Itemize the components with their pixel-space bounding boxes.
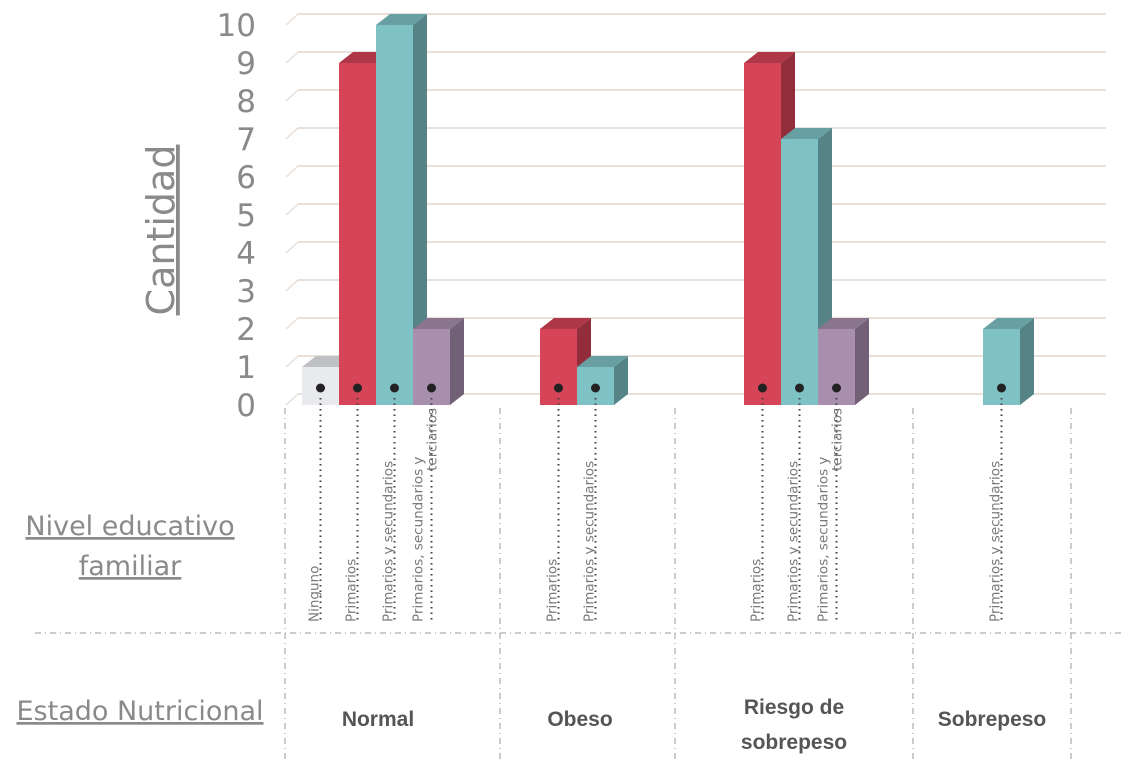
bar-side [413,14,427,405]
y-tick-label: 8 [236,84,256,120]
gridline-diag [285,355,299,368]
category-label: Primarios [344,559,360,622]
bar-top [781,128,832,139]
group-label: Obeso [547,708,612,731]
y-tick-label: 0 [236,388,256,424]
bar [339,63,376,405]
group-label: Normal [342,708,414,731]
bar-side [450,318,464,405]
group-labels: Normal Obeso Riesgo de sobrepeso Sobrepeso [342,696,1046,754]
category-label: Primarios y secundarios [381,461,397,622]
axis-titles: Cantidad Nivel educativo familiar Estado Nu… [16,145,263,727]
bar-marker-dot [997,383,1006,393]
y-tick-label: 3 [236,274,256,310]
bar-top [376,14,427,25]
bar-marker-dot [353,383,362,393]
x-axis-categories: Ninguno Primarios Primarios y secundarios P… [307,398,1004,622]
bar-marker-dot [316,383,325,393]
level1-title: Nivel educativo [25,511,234,542]
bars [302,14,1034,405]
category-label: Primarios [545,559,561,622]
y-tick-label: 5 [236,198,256,234]
y-tick-label: 6 [236,160,256,196]
group-label: Riesgo de [744,696,844,719]
separators [35,408,1123,761]
gridline-diag [285,279,299,292]
bar-marker-dot [390,383,399,393]
y-tick-label: 2 [236,312,256,348]
bar-marker-dot [427,383,436,393]
category-label: Ninguno [307,566,323,622]
bar-marker-dot [758,383,767,393]
gridline-diag [285,89,299,102]
bar-top [540,318,591,329]
category-label: Primarios y secundarios [988,461,1004,622]
bar [781,139,818,405]
bar-top [744,52,795,63]
y-tick-label: 7 [236,122,256,158]
gridline-diag [285,51,299,64]
gridline-diag [285,165,299,178]
gridline-diag [285,203,299,216]
y-tick-label: 10 [217,8,256,44]
bar-side [614,356,628,405]
bar-marker-dot [591,383,600,393]
gridline-diag [285,393,299,406]
category-label: Primarios, secundarios y [411,457,427,622]
level2-title: Estado Nutricional [16,696,263,727]
group-label: Sobrepeso [938,708,1047,731]
y-axis-title: Cantidad [139,145,183,316]
bar [376,25,413,405]
bar [983,329,1020,405]
bar-top [577,356,628,367]
gridline-diag [285,13,299,26]
bar [818,329,855,405]
bar [413,329,450,405]
category-label: Primarios, secundarios y [816,457,832,622]
level1-title: familiar [79,551,182,582]
bar-marker-dot [795,383,804,393]
bar-marker-dot [832,383,841,393]
bar-side [1020,318,1034,405]
y-tick-label: 1 [236,350,256,386]
y-tick-label: 4 [236,236,256,272]
bar-top [983,318,1034,329]
bar-top [818,318,869,329]
category-label: terciarios [425,408,441,471]
bar-side [855,318,869,405]
y-tick-label: 9 [236,46,256,82]
gridline-diag [285,127,299,140]
category-label: terciarios [830,408,846,471]
group-label: sobrepeso [741,731,847,754]
bar [744,63,781,405]
category-label: Primarios y secundarios [582,461,598,622]
category-label: Primarios [749,559,765,622]
gridline-diag [285,317,299,330]
bar [540,329,577,405]
bar-marker-dot [554,383,563,393]
gridline-diag [285,241,299,254]
bar-top [413,318,464,329]
category-label: Primarios y secundarios [786,461,802,622]
